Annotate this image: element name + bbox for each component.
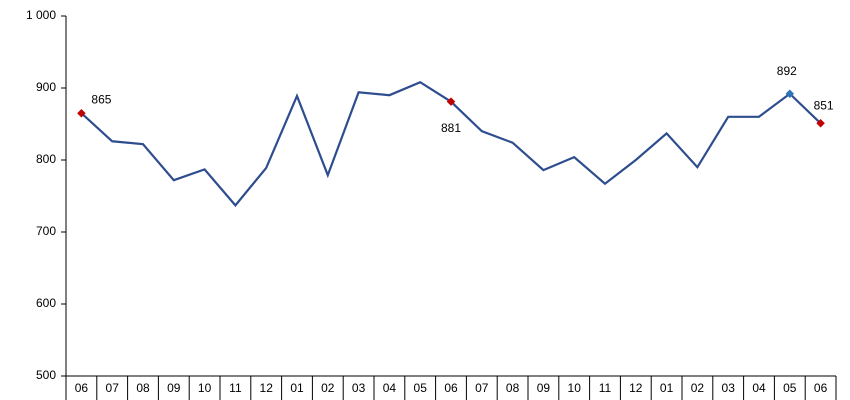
point-marker [446,97,456,106]
x-tick-label: 03 [352,381,366,395]
x-tick-label: 09 [537,381,551,395]
x-tick-label: 07 [475,381,489,395]
x-tick-label: 02 [321,381,335,395]
x-tick-label: 02 [691,381,705,395]
x-tick-label: 08 [136,381,150,395]
y-tick-label: 600 [36,296,56,310]
x-tick-label: 12 [629,381,643,395]
x-tick-label: 01 [290,381,304,395]
y-tick-label: 1 000 [26,8,56,22]
x-tick-label: 03 [722,381,736,395]
y-tick-label: 800 [36,152,56,166]
y-tick-label: 900 [36,80,56,94]
x-tick-label: 06 [444,381,458,395]
data-label: 892 [777,64,797,78]
data-label: 851 [814,98,834,112]
x-tick-label: 05 [414,381,428,395]
x-tick-label: 11 [229,381,242,395]
data-label: 865 [91,92,111,106]
x-tick-label: 09 [167,381,181,395]
y-tick-label: 700 [36,224,56,238]
x-tick-label: 07 [106,381,120,395]
x-tick-label: 04 [383,381,397,395]
x-tick-label: 10 [568,381,582,395]
x-tick-label: 08 [506,381,520,395]
x-tick-label: 11 [599,381,612,395]
x-tick-label: 06 [814,381,828,395]
x-tick-label: 05 [783,381,797,395]
point-marker [77,108,86,118]
x-tick-label: 10 [198,381,212,395]
x-tick-label: 12 [260,381,274,395]
x-tick-label: 06 [75,381,89,395]
x-tick-label: 01 [660,381,674,395]
data-label: 881 [441,121,461,135]
x-tick-label: 04 [752,381,766,395]
y-tick-label: 500 [36,368,56,382]
